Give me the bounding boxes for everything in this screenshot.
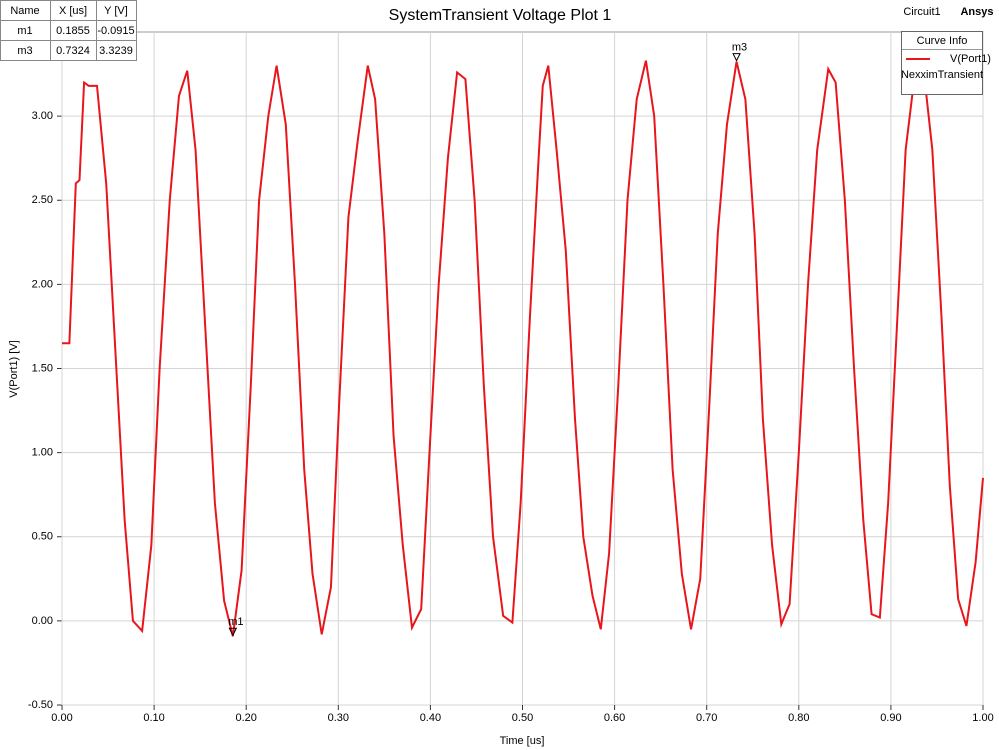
x-tick-label: 1.00 <box>972 712 993 724</box>
table-cell-text: m3 <box>17 45 32 57</box>
y-tick-label: -0.50 <box>28 699 53 711</box>
marker-label: m3 <box>732 42 747 54</box>
table-cell-text: 0.7324 <box>56 45 90 57</box>
x-tick-label: 0.30 <box>328 712 349 724</box>
x-tick-label: 0.50 <box>512 712 533 724</box>
legend-subtitle: NexximTransient <box>901 69 983 81</box>
brand: Ansys <box>960 6 993 18</box>
x-tick-label: 0.60 <box>604 712 625 724</box>
table-cell <box>96 40 137 61</box>
marker-label: m1 <box>228 616 243 628</box>
table-cell-text: 3.3239 <box>99 45 133 57</box>
x-tick-label: 0.00 <box>51 712 72 724</box>
x-tick-label: 0.90 <box>880 712 901 724</box>
y-tick-label: 0.00 <box>32 615 53 627</box>
y-tick-label: 3.00 <box>32 110 53 122</box>
table-header: Name <box>10 5 39 17</box>
y-tick-label: 2.00 <box>32 278 53 290</box>
legend-label: V(Port1) <box>950 53 991 65</box>
y-tick-label: 2.50 <box>32 194 53 206</box>
x-tick-label: 0.10 <box>143 712 164 724</box>
y-tick-label: 0.50 <box>32 531 53 543</box>
x-tick-label: 0.80 <box>788 712 809 724</box>
marker <box>732 53 741 62</box>
table-cell-text: 0.1855 <box>56 25 90 37</box>
y-tick-label: 1.00 <box>32 447 53 459</box>
y-axis-title: V(Port1) [V] <box>8 340 20 397</box>
table-cell-text: m1 <box>17 25 32 37</box>
marker <box>228 627 238 637</box>
design-label: Circuit1 <box>903 6 940 18</box>
y-tick-label: 1.50 <box>32 362 53 374</box>
table-header: Y [V] <box>104 5 128 17</box>
table-cell-text: -0.0915 <box>97 25 134 37</box>
data-line <box>62 60 984 637</box>
legend-box <box>901 31 983 95</box>
legend-title: Curve Info <box>917 35 968 47</box>
x-tick-label: 0.20 <box>235 712 256 724</box>
chart-title: SystemTransient Voltage Plot 1 <box>389 7 612 24</box>
x-axis-title: Time [us] <box>500 735 545 747</box>
table-header: X [us] <box>59 5 87 17</box>
x-tick-label: 0.40 <box>420 712 441 724</box>
x-tick-label: 0.70 <box>696 712 717 724</box>
